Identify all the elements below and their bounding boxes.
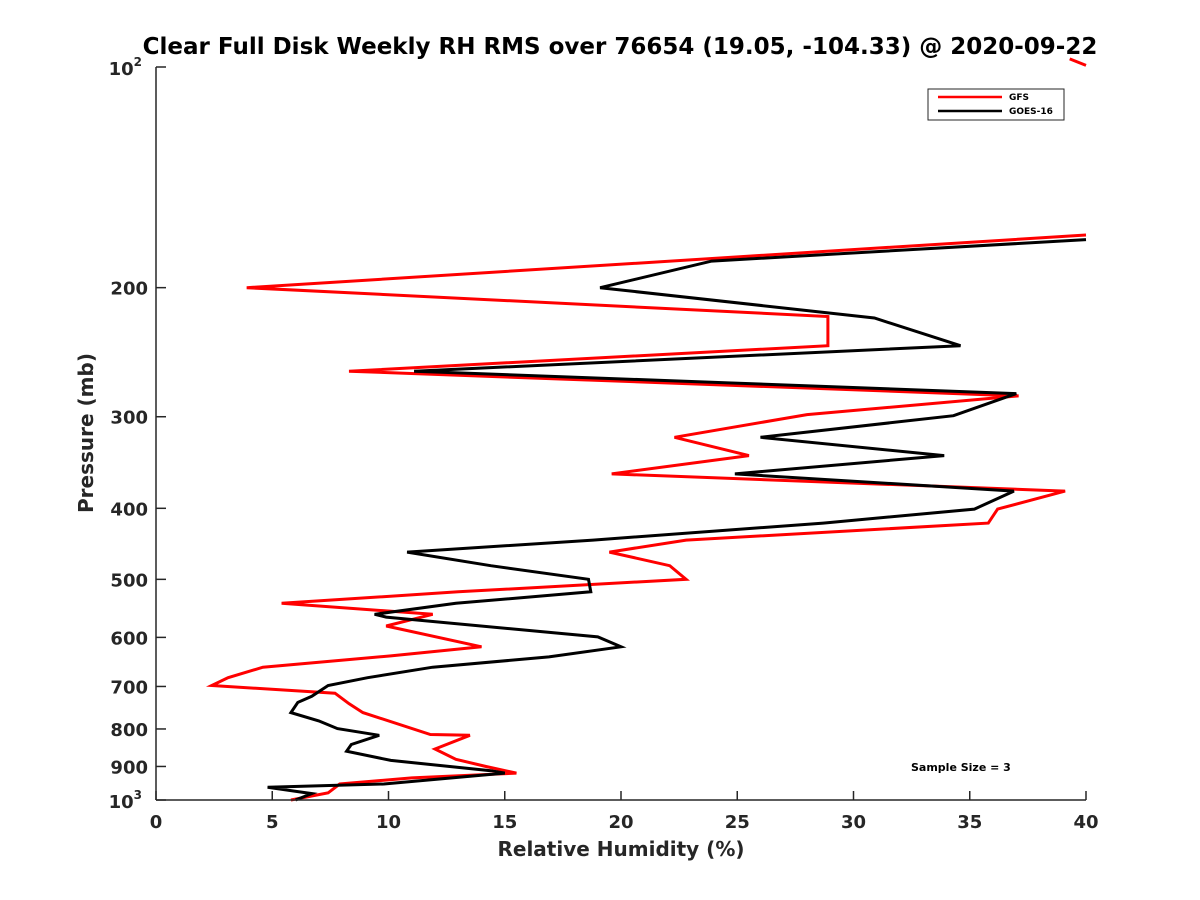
y-tick-label: 200 — [110, 279, 148, 300]
y-tick-label: 600 — [110, 628, 148, 649]
sample-size-annotation: Sample Size = 3 — [911, 761, 1011, 774]
series-line-gfs — [205, 233, 1087, 802]
x-tick-label: 5 — [266, 812, 279, 833]
y-ticks: 102 200 300 400 500 600 700 800 900 103 — [109, 55, 166, 813]
x-tick-label: 15 — [492, 812, 517, 833]
y-tick-label: 900 — [110, 757, 148, 778]
chart-title: Clear Full Disk Weekly RH RMS over 76654… — [143, 34, 1098, 60]
series-fragment-gfs — [1069, 57, 1087, 67]
y-tick-label: 400 — [110, 499, 148, 520]
y-tick-label: 103 — [109, 788, 142, 813]
x-axis-label: Relative Humidity (%) — [497, 837, 744, 861]
x-tick-label: 40 — [1073, 812, 1098, 833]
legend-box — [927, 88, 1065, 121]
series-line-goes16 — [267, 238, 1087, 802]
y-axis-label: Pressure (mb) — [74, 353, 98, 513]
x-tick-label: 30 — [841, 812, 866, 833]
x-tick-label: 25 — [725, 812, 750, 833]
y-tick-label: 700 — [110, 677, 148, 698]
y-tick-label: 500 — [110, 570, 148, 591]
x-tick-label: 10 — [376, 812, 401, 833]
y-tick-label: 800 — [110, 720, 148, 741]
plot-lines — [205, 57, 1087, 802]
y-tick-label: 300 — [110, 408, 148, 429]
legend-label-gfs: GFS — [1009, 93, 1029, 103]
x-tick-label: 0 — [150, 812, 163, 833]
y-tick-label: 102 — [109, 55, 142, 80]
x-ticks: 0 5 10 15 20 25 30 35 40 — [150, 791, 1099, 833]
x-tick-label: 35 — [957, 812, 982, 833]
legend: GFS GOES-16 — [927, 88, 1065, 121]
x-tick-label: 20 — [608, 812, 633, 833]
legend-label-goes16: GOES-16 — [1009, 107, 1053, 117]
